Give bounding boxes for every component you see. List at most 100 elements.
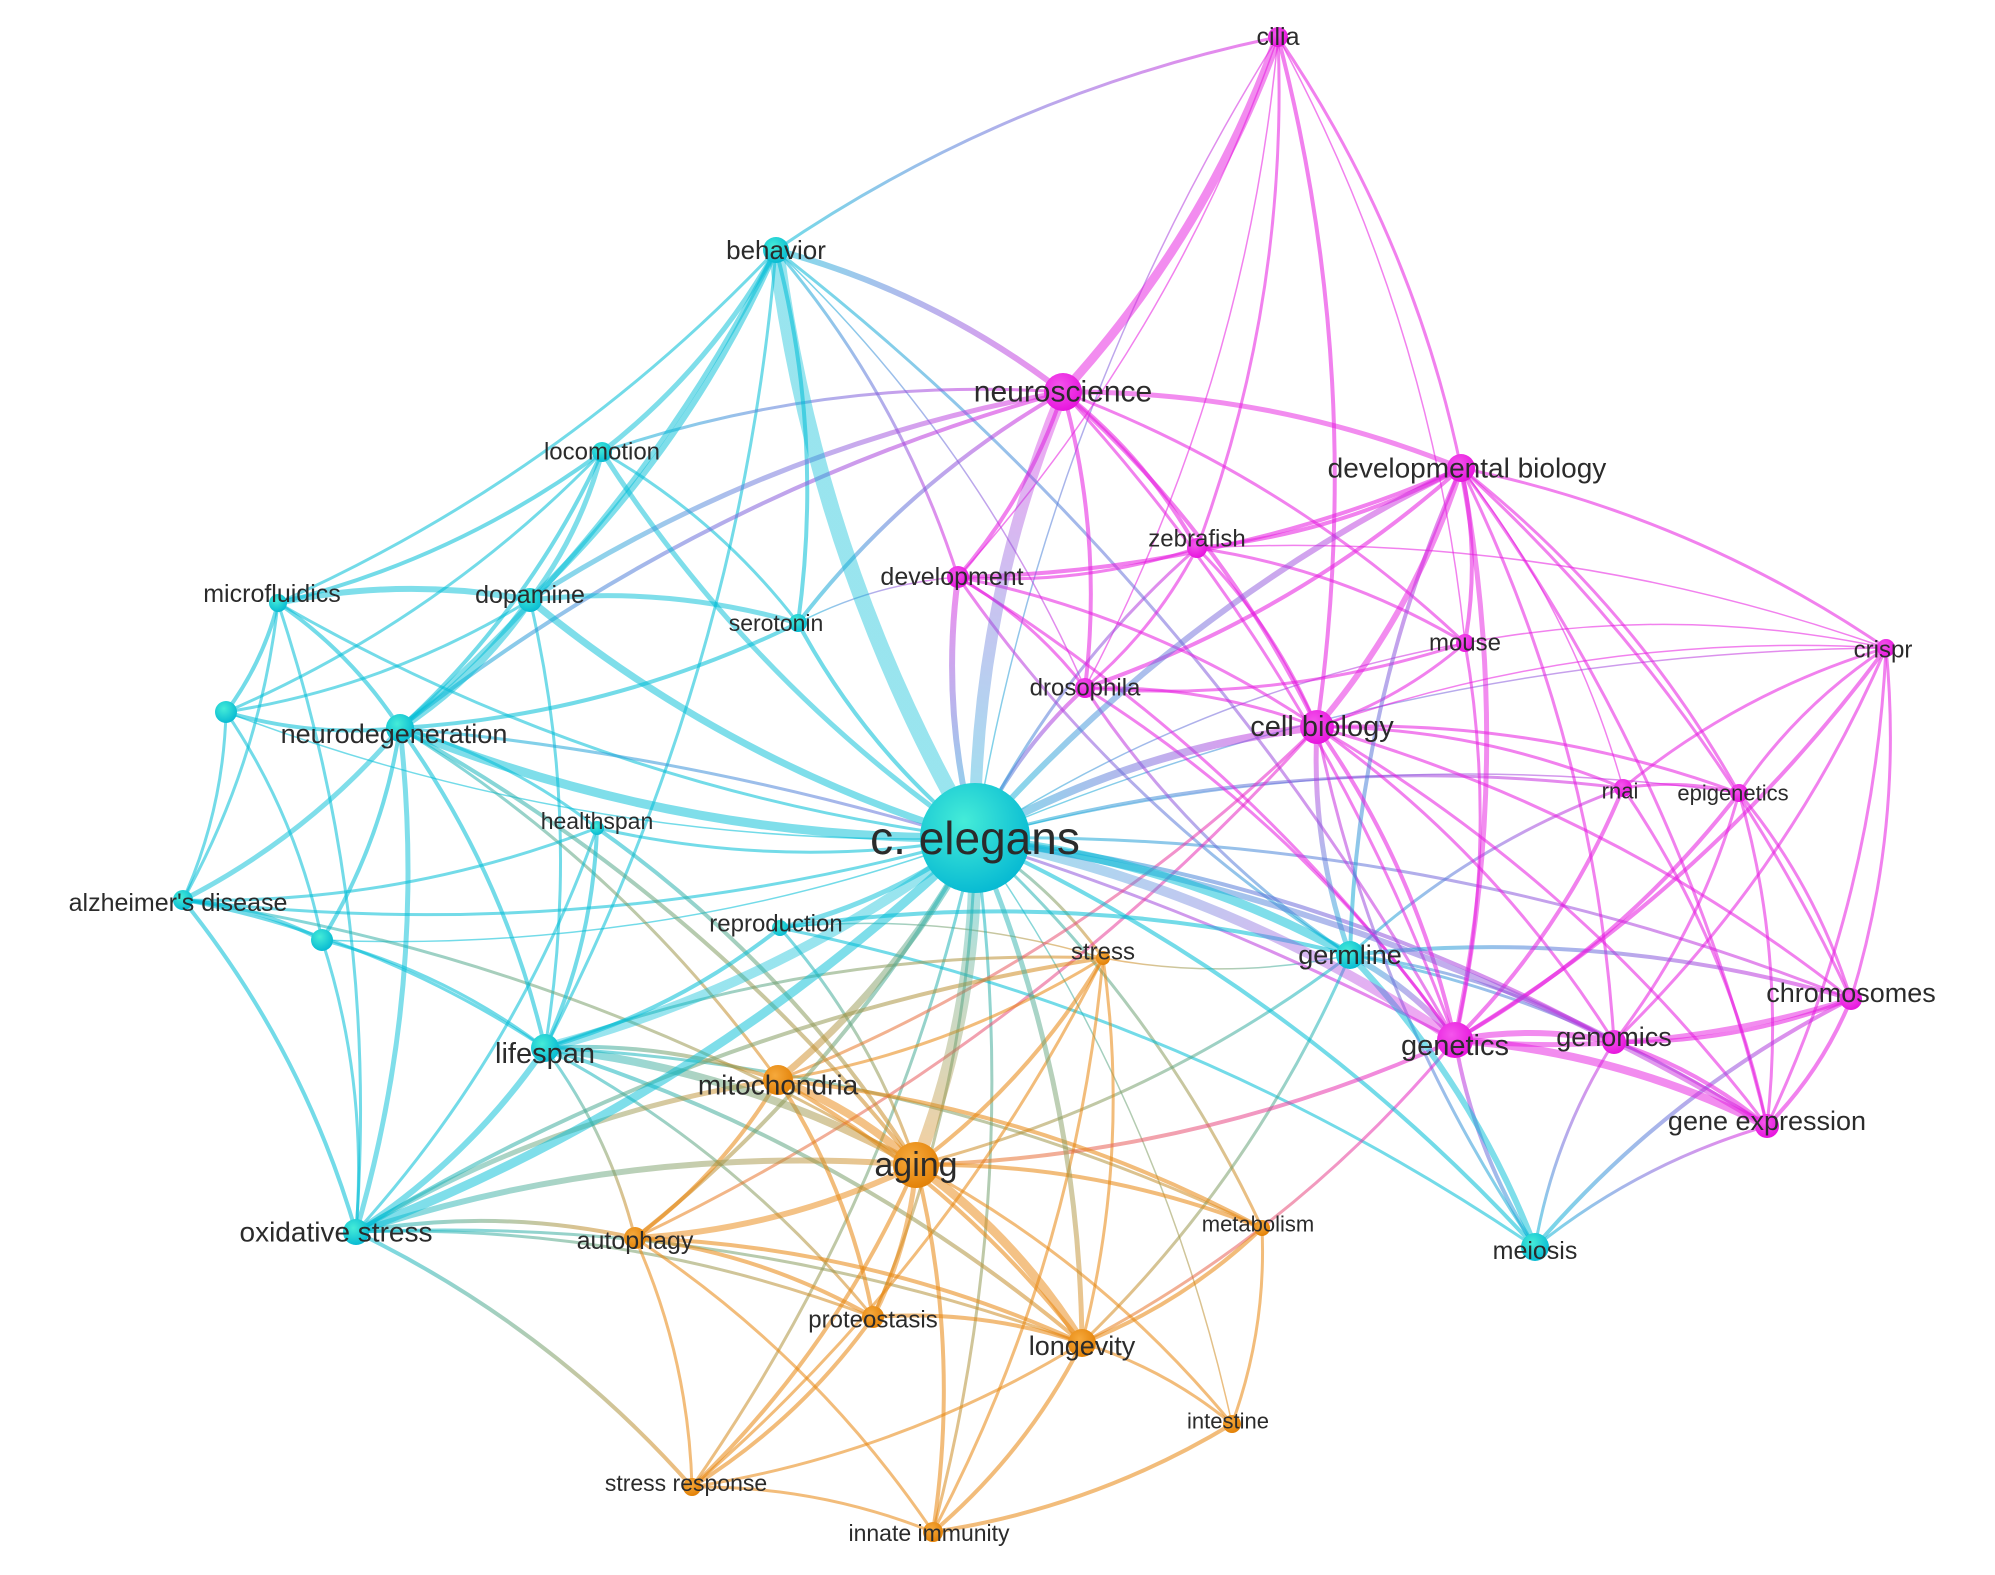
node-drosophila[interactable] [1075, 678, 1095, 698]
edge-locomotion--dopamine [527, 449, 605, 603]
edge-aging--innate-immunity [914, 1163, 946, 1534]
node-label-germline[interactable]: germline [1298, 940, 1402, 970]
node-zebrafish[interactable] [1187, 538, 1207, 558]
node-neuroscience[interactable] [1044, 373, 1082, 411]
node-oxidative-stress[interactable] [343, 1219, 369, 1245]
node-label-longevity[interactable]: longevity [1029, 1331, 1136, 1361]
edge-cell-biology--rnai [1315, 725, 1625, 790]
node-neurodegeneration[interactable] [386, 714, 414, 742]
node-label-reproduction[interactable]: reproduction [709, 911, 842, 938]
node-label-aging[interactable]: aging [874, 1146, 957, 1184]
node-label-neuroscience[interactable]: neuroscience [974, 376, 1152, 409]
node-genomics[interactable] [1602, 1030, 1626, 1054]
node-longevity[interactable] [1068, 1329, 1096, 1357]
node-dopamine[interactable] [518, 588, 542, 612]
node-stress-response[interactable] [683, 1478, 701, 1496]
edge-metabolism--intestine [1230, 1226, 1265, 1426]
node-label-innate-immunity[interactable]: innate immunity [848, 1520, 1010, 1546]
edge-reproduction--meiosis [778, 926, 1537, 1249]
node-label-meiosis[interactable]: meiosis [1493, 1237, 1578, 1265]
node-label-mouse[interactable]: mouse [1429, 630, 1501, 657]
edge-aging--longevity [911, 1160, 1087, 1348]
edge-locomotion--serotonin [600, 450, 800, 625]
node-genetics[interactable] [1437, 1022, 1473, 1058]
edge-healthspan--alzheimers-disease [181, 826, 599, 902]
node-gene-expression[interactable] [1755, 1114, 1779, 1138]
node-label-drosophila[interactable]: drosophila [1030, 675, 1141, 702]
node-intestine[interactable] [1223, 1415, 1241, 1433]
node-reproduction[interactable] [772, 920, 788, 936]
node-node-extra-2[interactable] [311, 929, 333, 951]
node-metabolism[interactable] [1254, 1220, 1270, 1236]
node-development[interactable] [947, 566, 969, 588]
node-healthspan[interactable] [590, 821, 604, 835]
node-label-genomics[interactable]: genomics [1556, 1022, 1672, 1052]
node-developmental-biology[interactable] [1447, 454, 1475, 482]
node-lifespan[interactable] [531, 1034, 559, 1062]
node-label-stress-response[interactable]: stress response [605, 1470, 767, 1496]
edge-healthspan--lifespan [543, 826, 599, 1050]
node-aging[interactable] [893, 1142, 939, 1188]
node-label-mitochondria[interactable]: mitochondria [698, 1070, 859, 1101]
node-cilia[interactable] [1268, 27, 1288, 47]
node-label-c-elegans[interactable]: c. elegans [870, 812, 1080, 864]
node-label-proteostasis[interactable]: proteostasis [808, 1307, 937, 1334]
node-label-development[interactable]: development [880, 563, 1023, 591]
node-proteostasis[interactable] [862, 1306, 884, 1328]
node-label-alzheimers-disease[interactable]: alzheimer's disease [69, 889, 288, 917]
node-stress[interactable] [1096, 951, 1110, 965]
edge-behavior--microfluidics [276, 248, 778, 605]
node-label-healthspan[interactable]: healthspan [541, 808, 654, 834]
node-label-zebrafish[interactable]: zebrafish [1148, 526, 1245, 553]
edge-microfluidics--dopamine [275, 585, 533, 606]
node-label-neurodegeneration[interactable]: neurodegeneration [281, 719, 508, 749]
edge-autophagy--longevity [633, 1236, 1084, 1345]
node-serotonin[interactable] [789, 614, 807, 632]
edge-serotonin--neurodegeneration [398, 621, 800, 730]
edge-c-elegans--chromosomes [973, 836, 1853, 1001]
node-label-lifespan[interactable]: lifespan [495, 1038, 595, 1070]
node-label-gene-expression[interactable]: gene expression [1668, 1106, 1866, 1136]
node-microfluidics[interactable] [269, 594, 287, 612]
node-crispr[interactable] [1877, 639, 1895, 657]
node-label-genetics[interactable]: genetics [1401, 1030, 1509, 1062]
node-label-crispr[interactable]: crispr [1854, 637, 1913, 664]
edge-meiosis--cell-biology [1315, 725, 1537, 1249]
node-label-dopamine[interactable]: dopamine [475, 581, 585, 609]
node-c-elegans[interactable] [920, 783, 1030, 893]
edge-alzheimers-disease--oxidative-stress [181, 898, 358, 1234]
edge-cell-biology--crispr [1316, 644, 1887, 728]
node-label-chromosomes[interactable]: chromosomes [1766, 978, 1936, 1008]
node-label-developmental-biology[interactable]: developmental biology [1328, 453, 1607, 484]
edge-rnai--genetics [1453, 786, 1625, 1042]
node-cell-biology[interactable] [1300, 710, 1334, 744]
node-epigenetics[interactable] [1730, 784, 1748, 802]
node-label-behavior[interactable]: behavior [726, 235, 826, 265]
node-alzheimers-disease[interactable] [173, 890, 193, 910]
node-behavior[interactable] [763, 237, 789, 263]
node-label-microfluidics[interactable]: microfluidics [203, 580, 341, 608]
node-mouse[interactable] [1456, 634, 1474, 652]
node-locomotion[interactable] [592, 442, 612, 462]
node-meiosis[interactable] [1521, 1233, 1549, 1261]
node-label-serotonin[interactable]: serotonin [729, 610, 824, 636]
node-label-oxidative-stress[interactable]: oxidative stress [240, 1217, 433, 1248]
node-germline[interactable] [1336, 941, 1364, 969]
node-node-extra-1[interactable] [215, 701, 237, 723]
node-rnai[interactable] [1614, 779, 1632, 797]
node-chromosomes[interactable] [1840, 988, 1862, 1010]
node-label-cilia[interactable]: cilia [1256, 23, 1299, 51]
node-label-autophagy[interactable]: autophagy [577, 1227, 694, 1255]
node-label-intestine[interactable]: intestine [1187, 1409, 1269, 1434]
node-label-cell-biology[interactable]: cell biology [1250, 711, 1394, 743]
node-label-metabolism[interactable]: metabolism [1202, 1212, 1314, 1237]
node-label-rnai[interactable]: rnai [1602, 779, 1639, 804]
node-label-stress[interactable]: stress [1071, 939, 1135, 966]
node-mitochondria[interactable] [763, 1065, 793, 1095]
node-autophagy[interactable] [624, 1227, 646, 1249]
edge-locomotion--microfluidics [276, 450, 604, 605]
node-label-locomotion[interactable]: locomotion [544, 439, 660, 466]
node-label-epigenetics[interactable]: epigenetics [1677, 781, 1788, 806]
node-innate-immunity[interactable] [923, 1522, 943, 1542]
